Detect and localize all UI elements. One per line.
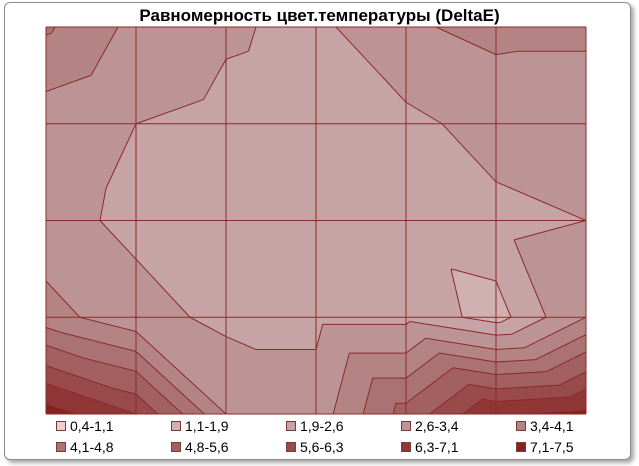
- legend-item: 3,4-4,1: [516, 416, 574, 436]
- contour-line-7: [46, 365, 586, 414]
- legend-item: 6,3-7,1: [401, 437, 459, 457]
- legend-swatch: [56, 442, 66, 452]
- legend-swatch: [56, 421, 66, 431]
- legend-swatch: [286, 421, 296, 431]
- legend-swatch: [171, 421, 181, 431]
- legend-item: 5,6-6,3: [286, 437, 344, 457]
- legend-item: 2,6-3,4: [401, 416, 459, 436]
- legend-swatch: [516, 421, 526, 431]
- legend-label: 0,4-1,1: [70, 418, 114, 434]
- legend-label: 2,6-3,4: [415, 418, 459, 434]
- contour-line-5: [46, 27, 586, 414]
- legend-label: 3,4-4,1: [530, 418, 574, 434]
- legend-label: 1,1-1,9: [185, 418, 229, 434]
- contour-line-2: [450, 268, 512, 324]
- contour-line-8: [46, 382, 586, 414]
- legend-item: 4,1-4,8: [56, 437, 114, 457]
- contour-line-6: [46, 344, 586, 414]
- chart-legend: 0,4-1,1 1,1-1,9 1,9-2,6 2,6-3,4 3,4-4,1 4,1-4…: [0, 414, 639, 458]
- legend-swatch: [286, 442, 296, 452]
- legend-item: 1,1-1,9: [171, 416, 229, 436]
- legend-item: 1,9-2,6: [286, 416, 344, 436]
- legend-label: 7,1-7,5: [530, 439, 574, 455]
- legend-swatch: [516, 442, 526, 452]
- chart-title: Равномерность цвет.температуры (DeltaE): [139, 6, 500, 25]
- contour-band-8: [46, 383, 586, 414]
- contour-line-4: [46, 27, 586, 414]
- legend-label: 5,6-6,3: [300, 439, 344, 455]
- legend-swatch: [171, 442, 181, 452]
- legend-swatch: [401, 442, 411, 452]
- legend-label: 4,1-4,8: [70, 439, 114, 455]
- legend-label: 4,8-5,6: [185, 439, 229, 455]
- legend-label: 1,9-2,6: [300, 418, 344, 434]
- contour-line-9: [46, 403, 586, 414]
- legend-item: 0,4-1,1: [56, 416, 114, 436]
- legend-swatch: [401, 421, 411, 431]
- legend-item: 4,8-5,6: [171, 437, 229, 457]
- legend-item: 7,1-7,5: [516, 437, 574, 457]
- legend-label: 6,3-7,1: [415, 439, 459, 455]
